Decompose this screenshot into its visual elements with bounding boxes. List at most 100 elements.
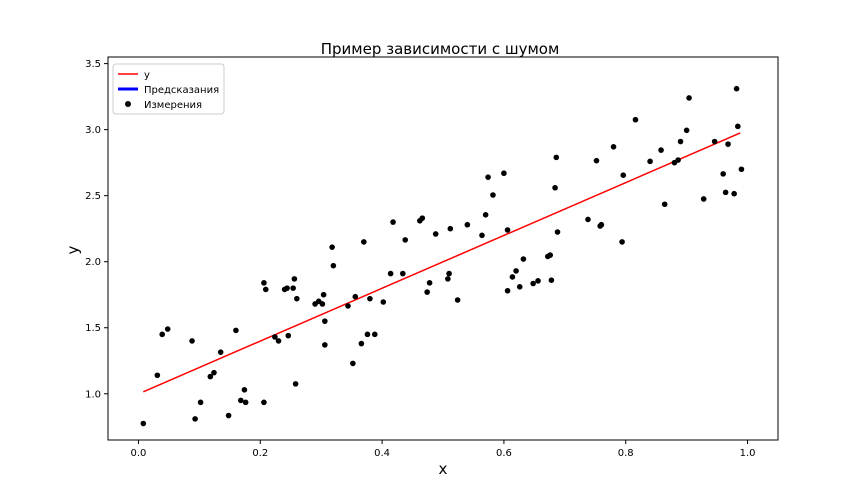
data-point [424,289,430,295]
legend-label-y: y [144,70,150,81]
data-point [364,331,371,338]
data-point [464,221,471,228]
data-point [553,154,560,161]
data-point [548,277,555,283]
data-point [387,270,394,277]
data-point [516,284,523,290]
data-point [552,184,558,191]
x-axis-label: x [439,460,448,478]
data-point [661,201,668,208]
data-point [733,85,740,92]
data-point [547,252,553,258]
data-point [352,293,359,300]
legend-label-predictions: Предсказания [144,85,219,96]
data-point [683,127,690,134]
y-tick-label: 3.5 [85,59,101,70]
data-point [291,276,298,282]
data-point [358,340,365,347]
x-tick-label: 0.0 [131,448,147,459]
data-point [217,349,224,355]
data-point [535,278,541,284]
data-point [237,397,244,404]
data-point [275,338,282,344]
data-point [722,189,729,196]
data-point [479,232,485,239]
data-point [585,216,591,223]
data-point [272,334,278,340]
data-point [140,420,147,427]
data-point [490,192,496,198]
data-point [390,219,396,225]
data-point [700,196,707,202]
y-axis-label: y [64,245,82,254]
data-point [647,158,653,165]
data-point [159,331,166,338]
data-point [610,144,617,150]
data-point [192,416,198,422]
data-point [290,285,296,291]
data-point [371,331,378,338]
data-point [485,174,491,180]
data-point [675,157,681,163]
x-tick-label: 0.8 [618,448,634,459]
data-point [530,280,536,287]
data-point [261,280,267,286]
data-point [711,138,718,145]
data-point [261,399,267,406]
data-point [154,372,161,379]
data-point [292,381,299,387]
data-point [446,270,452,277]
legend-swatch-measurements [125,101,131,107]
y-tick-label: 1.5 [85,323,101,334]
x-tick-label: 1.0 [740,448,756,459]
x-tick-label: 0.4 [374,448,390,459]
data-point [211,369,217,376]
data-point [345,303,351,309]
data-point [509,274,516,280]
data-point [402,237,409,243]
legend-box [112,63,225,115]
data-point [686,95,692,101]
data-point [233,327,239,334]
data-point [447,225,454,232]
data-point [426,280,433,286]
data-point [598,221,605,228]
data-point [367,295,373,302]
series-line-y [143,132,741,393]
data-point [504,227,511,233]
data-point [725,141,731,147]
y-tick-label: 3.0 [85,125,101,136]
y-tick-label: 1.0 [85,389,101,400]
data-point [207,373,214,380]
data-point [593,157,600,164]
x-axis: 0.0 0.2 0.4 0.6 0.8 1.0 [131,440,756,459]
legend: y Предсказания Измерения [112,63,225,115]
data-point [164,326,171,332]
data-point [432,231,439,237]
data-point [329,244,335,250]
axes-frame [107,56,779,441]
data-point [330,262,337,269]
data-point [554,229,561,235]
data-point [400,270,406,277]
data-point [454,297,461,303]
data-point [361,239,367,245]
data-point [225,412,232,419]
data-point [677,138,684,145]
legend-label-measurements: Измерения [144,100,202,111]
data-point [380,299,387,305]
data-point [262,286,269,293]
data-point [632,116,639,123]
data-point [731,190,737,197]
data-point [720,171,726,177]
data-point [419,215,426,221]
chart-title: Пример зависимости с шумом [321,40,560,58]
data-point [350,360,356,367]
data-point [189,338,195,344]
data-point [284,285,290,291]
y-tick-label: 2.0 [85,257,101,268]
data-point [619,239,625,245]
data-point [735,123,741,130]
data-point [658,147,664,153]
